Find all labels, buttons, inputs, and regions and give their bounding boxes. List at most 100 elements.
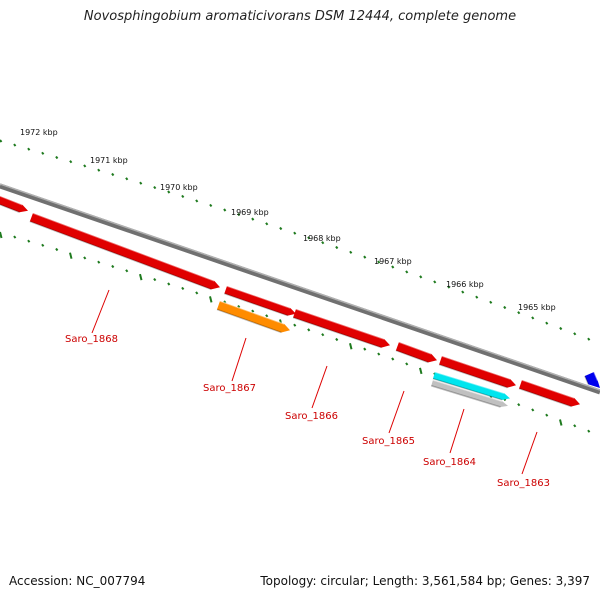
map-title: Novosphingobium aromaticivorans DSM 1244…: [83, 9, 517, 24]
minor-tick: [223, 208, 227, 212]
minor-tick: [265, 314, 269, 318]
tick-label-1966: 1966 kbp: [446, 280, 484, 289]
gene-bar-Saro_1868: [29, 212, 220, 291]
gene-labels: Saro_1868 Saro_1867 Saro_1866 Saro_1865 Saro…: [65, 334, 550, 489]
gene-bar-partial-left: [0, 195, 28, 213]
minor-tick: [335, 337, 339, 342]
minor-tick: [573, 424, 577, 428]
minor-tick: [293, 231, 297, 235]
inner-tick-track: [0, 231, 591, 433]
minor-tick: [517, 311, 521, 315]
minor-tick: [41, 151, 45, 155]
minor-tick: [391, 265, 395, 269]
minor-tick: [83, 256, 87, 260]
tick-label-1972: 1972 kbp: [20, 128, 58, 137]
minor-tick: [545, 321, 549, 325]
minor-tick: [279, 226, 283, 231]
minor-tick: [13, 143, 17, 147]
minor-tick: [307, 328, 311, 332]
leader-line-Saro_1866: [311, 365, 328, 409]
gene-bar-gray-track: [431, 379, 508, 408]
label-leader-lines: [91, 289, 538, 475]
gene-label-Saro_1863: Saro_1863: [497, 478, 550, 489]
minor-tick: [307, 236, 311, 240]
minor-tick: [475, 295, 479, 299]
accession-text: Accession: NC_007794: [9, 574, 146, 588]
major-tick: [69, 252, 73, 259]
tick-label-1967: 1967 kbp: [374, 257, 412, 266]
leader-line-Saro_1867: [231, 337, 247, 382]
minor-tick: [41, 243, 45, 247]
minor-tick: [167, 282, 171, 286]
minor-tick: [405, 270, 409, 274]
leader-line-Saro_1864: [449, 408, 465, 454]
minor-tick: [237, 304, 241, 309]
minor-tick: [125, 269, 129, 273]
genome-backbone: [0, 183, 600, 395]
tick-label-1965: 1965 kbp: [518, 303, 556, 312]
minor-tick: [489, 300, 493, 304]
minor-tick: [517, 403, 521, 407]
gene-label-Saro_1865: Saro_1865: [362, 436, 415, 447]
tick-label-1969: 1969 kbp: [231, 208, 269, 217]
minor-tick: [377, 260, 381, 264]
leader-line-Saro_1868: [91, 289, 110, 334]
minor-tick: [363, 255, 367, 259]
minor-tick: [55, 247, 59, 252]
gene-features: [0, 195, 600, 408]
gene-bar-Saro_1867: [216, 300, 290, 334]
tick-label-1971: 1971 kbp: [90, 156, 128, 165]
minor-tick: [55, 155, 59, 160]
minor-tick: [321, 333, 325, 337]
leader-line-Saro_1863: [521, 431, 538, 475]
major-tick: [349, 343, 353, 350]
minor-tick: [405, 362, 409, 366]
minor-tick: [195, 291, 199, 295]
gene-bar-Saro_1865: [395, 341, 437, 364]
minor-tick: [111, 264, 115, 269]
gene-label-Saro_1868: Saro_1868: [65, 334, 118, 345]
major-tick: [0, 231, 3, 239]
minor-tick: [27, 239, 31, 243]
tick-label-1970: 1970 kbp: [160, 183, 198, 192]
gene-bar-Saro_1863: [518, 379, 580, 408]
minor-tick: [461, 290, 465, 294]
gene-bar-blue-edge: [584, 371, 600, 388]
minor-tick: [195, 199, 199, 203]
minor-tick: [503, 305, 507, 310]
minor-tick: [97, 168, 101, 172]
minor-tick: [27, 147, 31, 151]
minor-tick: [265, 222, 269, 226]
minor-tick: [559, 326, 563, 331]
gene-bar-unlabeled-2: [438, 355, 516, 389]
gene-label-Saro_1864: Saro_1864: [423, 457, 476, 468]
minor-tick: [531, 408, 535, 412]
minor-tick: [237, 212, 241, 217]
minor-tick: [69, 160, 73, 164]
minor-tick: [181, 194, 185, 199]
minor-tick: [153, 185, 157, 190]
major-tick: [209, 296, 213, 303]
leader-line-Saro_1865: [388, 390, 405, 434]
minor-tick: [531, 316, 535, 320]
minor-tick: [0, 139, 3, 143]
minor-tick: [377, 352, 381, 356]
minor-tick: [251, 309, 255, 313]
major-tick: [139, 273, 143, 281]
minor-tick: [433, 280, 437, 284]
major-tick: [419, 367, 423, 375]
gene-bar-Saro_1864: [432, 371, 510, 401]
major-tick: [559, 419, 563, 426]
minor-tick: [587, 429, 591, 433]
minor-tick: [125, 177, 129, 181]
tick-label-1968: 1968 kbp: [303, 234, 341, 243]
kbp-tick-labels: 1972 kbp 1971 kbp 1970 kbp 1969 kbp 1968 kbp…: [20, 128, 556, 312]
minor-tick: [181, 286, 185, 291]
minor-tick: [391, 357, 395, 361]
gene-label-Saro_1867: Saro_1867: [203, 383, 256, 394]
minor-tick: [349, 250, 353, 254]
minor-tick: [587, 337, 591, 341]
minor-tick: [153, 277, 157, 282]
minor-tick: [13, 235, 17, 239]
